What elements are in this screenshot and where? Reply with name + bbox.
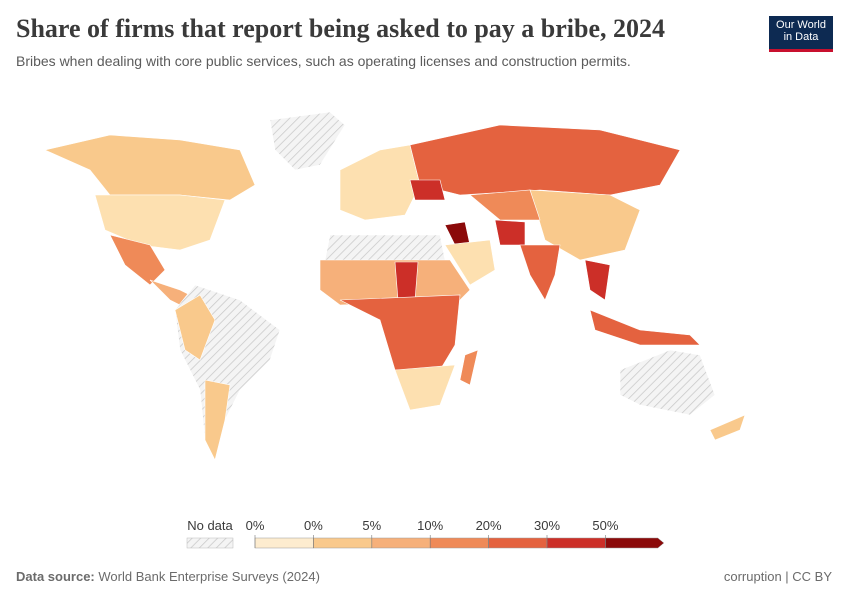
- ukraine: [409, 179, 446, 201]
- canada: [44, 134, 256, 201]
- madagascar: [459, 349, 479, 386]
- legend-tick-label: 10%: [417, 518, 443, 533]
- countries: [44, 111, 746, 461]
- license: corruption | CC BY: [723, 569, 832, 584]
- usa: [94, 194, 226, 251]
- legend-swatch: [605, 537, 665, 549]
- legend-no-data: [186, 537, 234, 549]
- indonesia: [589, 309, 701, 346]
- australia: [619, 349, 716, 416]
- logo-line: Our World: [776, 19, 826, 31]
- central-africa: [339, 294, 461, 371]
- legend-tick-label: 5%: [362, 518, 381, 533]
- legend-no-data-label: No data: [187, 518, 233, 533]
- source-text: World Bank Enterprise Surveys (2024): [98, 569, 320, 584]
- legend-swatch: [254, 537, 314, 549]
- central-asia: [469, 189, 541, 221]
- europe: [339, 144, 421, 221]
- legend-tick-label: 0%: [246, 518, 265, 533]
- southeast-asia: [584, 259, 611, 301]
- legend-tick-label: 20%: [476, 518, 502, 533]
- india: [519, 244, 561, 301]
- legend-tick-label: 0%: [304, 518, 323, 533]
- legend-tick-label: 30%: [534, 518, 560, 533]
- logo-line: in Data: [783, 31, 819, 43]
- andes: [174, 294, 216, 361]
- argentina: [204, 379, 231, 461]
- china: [529, 189, 641, 261]
- greenland: [269, 111, 346, 171]
- new-zealand: [709, 414, 746, 441]
- southern-africa: [394, 364, 456, 411]
- title: Share of firms that report being asked t…: [16, 14, 666, 43]
- chad: [394, 261, 419, 301]
- legend-swatch: [429, 537, 489, 549]
- mexico: [109, 234, 166, 286]
- arabia: [444, 239, 496, 286]
- subtitle: Bribes when dealing with core public ser…: [16, 53, 631, 69]
- sahel: [319, 259, 471, 306]
- russia: [409, 124, 681, 196]
- legend: No data 0% 0% 5% 10% 20% 30% 50%: [186, 518, 665, 549]
- legend-swatch: [488, 537, 548, 549]
- afghanistan: [494, 219, 526, 246]
- legend-swatch: [546, 537, 606, 549]
- logo[interactable]: Our World in Data: [769, 16, 833, 52]
- legend-swatch: [313, 537, 373, 549]
- iraq: [444, 221, 471, 246]
- legend-tick-label: 50%: [592, 518, 618, 533]
- source: Data source: World Bank Enterprise Surve…: [16, 569, 320, 584]
- legend-swatch: [371, 537, 431, 549]
- source-label: Data source:: [16, 569, 95, 584]
